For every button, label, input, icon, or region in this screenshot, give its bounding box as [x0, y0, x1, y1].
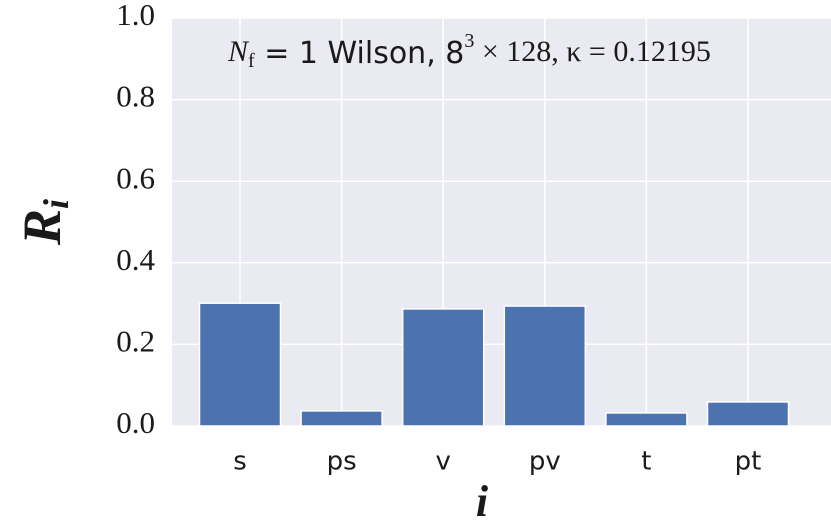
y-tick-label: 0.0: [116, 405, 155, 440]
y-axis-label: Ri: [12, 199, 76, 246]
x-tick-label: v: [436, 447, 451, 477]
annotation: Nf = 1 Wilson, 83 × 128, κ = 0.12195: [227, 30, 711, 72]
y-axis-label-part: i: [36, 199, 76, 209]
annotation-part: N: [227, 35, 250, 68]
plot-area: [172, 18, 831, 426]
bars: [198, 302, 790, 427]
x-tick-label: ps: [327, 447, 357, 477]
annotation-part: = 1 Wilson, 8: [255, 36, 465, 71]
x-tick-label: pt: [735, 447, 762, 477]
y-tick-label: 0.2: [116, 324, 155, 359]
bar: [300, 410, 383, 427]
annotation-part: f: [248, 50, 255, 72]
bar: [706, 401, 790, 427]
bar: [401, 308, 485, 427]
y-axis-label-part: R: [12, 209, 72, 246]
x-axis-label: i: [476, 477, 489, 526]
y-tick-label: 0.4: [116, 242, 155, 277]
y-tick-label: 0.8: [116, 79, 155, 114]
annotation-part: × 128, κ = 0.12195: [474, 35, 710, 68]
x-tick-label: pv: [529, 447, 561, 477]
x-tick-label: s: [233, 447, 247, 477]
y-tick-label: 1.0: [116, 0, 155, 32]
bar: [198, 302, 282, 427]
y-tick-label: 0.6: [116, 160, 155, 195]
bar: [503, 305, 587, 427]
bar: [605, 412, 688, 427]
x-tick-label: t: [641, 447, 651, 477]
annotation-part: 3: [464, 30, 474, 52]
